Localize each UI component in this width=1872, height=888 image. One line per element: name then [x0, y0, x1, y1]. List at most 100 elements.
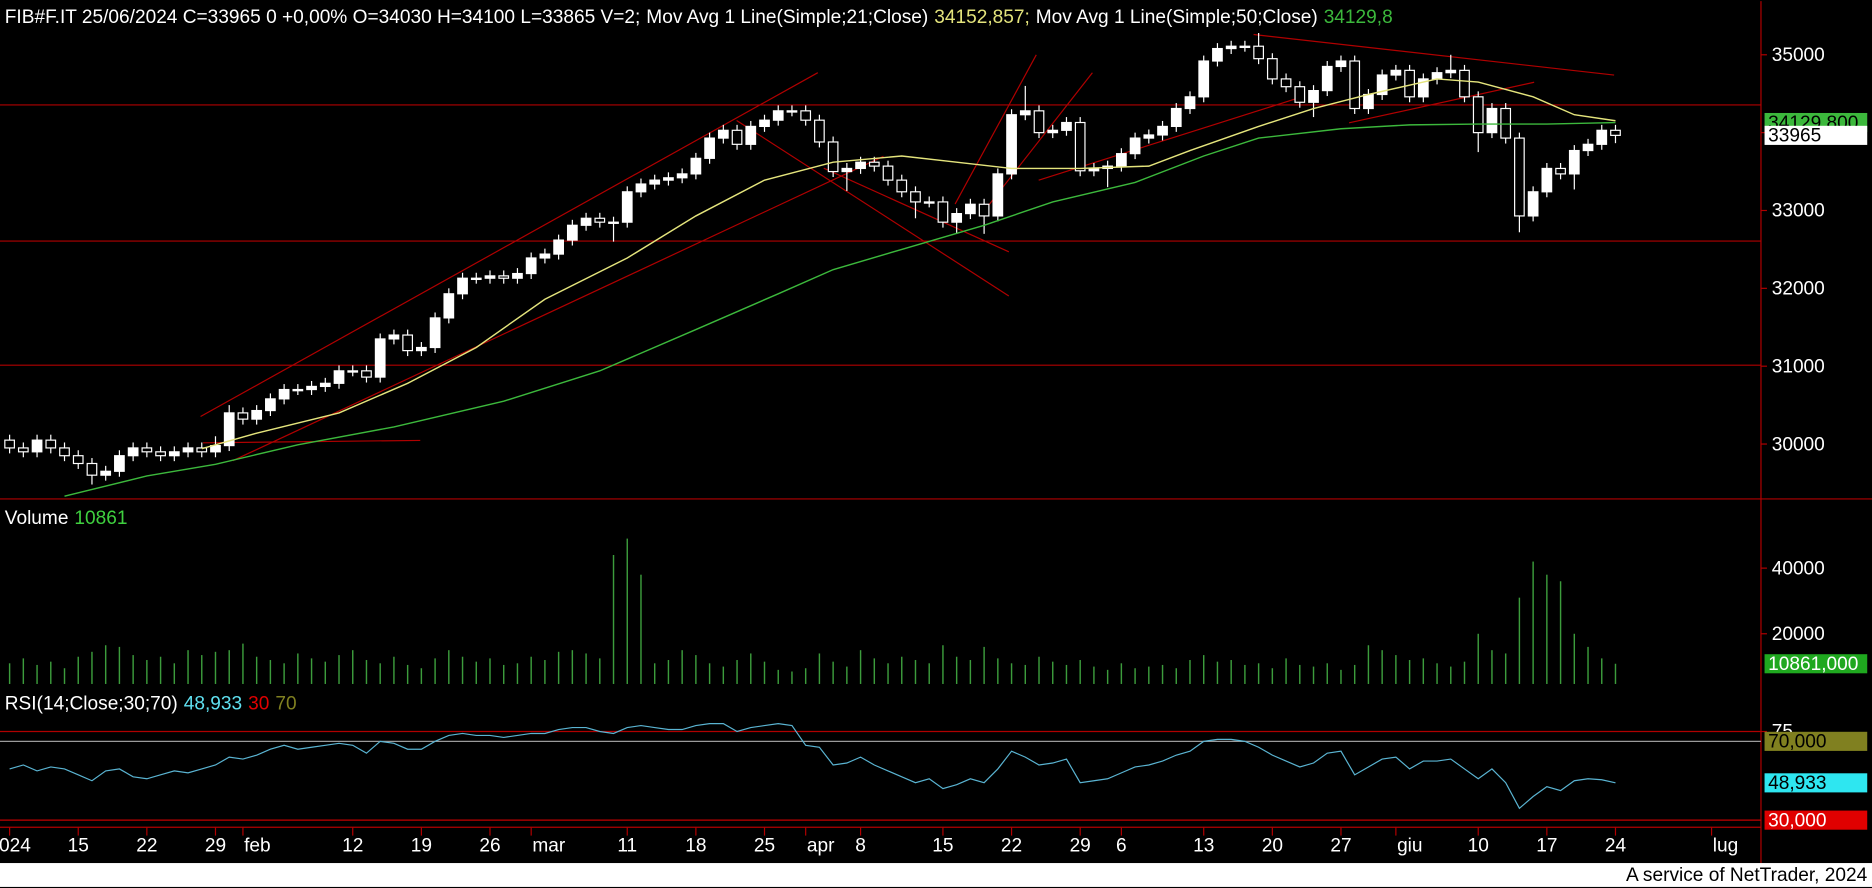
candle-body: [1061, 121, 1072, 131]
volume-bar: [942, 645, 944, 684]
volume-bar: [448, 650, 450, 684]
volume-bar: [173, 663, 176, 684]
volume-bar: [1573, 633, 1576, 684]
volume-bar: [763, 661, 766, 684]
candle-body: [772, 110, 784, 121]
candle-body: [306, 385, 317, 391]
candle-body: [4, 439, 15, 449]
candle-body: [663, 177, 674, 181]
candle-body: [1541, 167, 1553, 193]
x-tick-label: 26: [479, 835, 500, 856]
candle-body: [896, 179, 908, 193]
candle-body: [1390, 69, 1402, 76]
volume-bar: [242, 643, 244, 684]
candle-body: [1596, 129, 1608, 145]
candle-body: [1459, 69, 1470, 98]
volume-bar: [791, 671, 793, 684]
volume-bar: [228, 650, 230, 684]
x-tick-label: 22: [1001, 835, 1022, 856]
candle-body: [910, 191, 921, 203]
volume-bar: [599, 658, 601, 684]
volume-bar: [1477, 633, 1479, 684]
candle-body: [210, 444, 221, 453]
volume-bar: [1312, 666, 1315, 684]
volume-bar: [708, 663, 711, 684]
volume-bar: [736, 660, 738, 684]
candle-body: [704, 137, 715, 159]
x-tick-label: apr: [807, 835, 835, 856]
candle-body: [498, 275, 510, 279]
x-tick-label: 11: [617, 835, 637, 856]
candle-body: [45, 439, 57, 449]
volume-bar: [310, 658, 313, 684]
candle-body: [484, 275, 496, 279]
candle-body: [1115, 153, 1127, 167]
candle-body: [251, 409, 263, 420]
volume-bar: [1353, 664, 1356, 684]
volume-bar: [489, 658, 491, 684]
candle-body: [800, 110, 812, 121]
candle-body: [841, 167, 853, 173]
volume-bar: [1010, 663, 1013, 684]
volume-bar: [503, 664, 505, 684]
volume-bar: [1038, 656, 1040, 684]
volume-bar: [1189, 660, 1191, 684]
panel-header: Volume 10861: [5, 508, 128, 529]
candle-body: [31, 439, 43, 453]
volume-bar: [1079, 660, 1081, 684]
candle-body: [127, 447, 139, 457]
volume-bar: [1367, 645, 1370, 684]
x-tick-label: 17: [1536, 835, 1557, 856]
volume-bar: [887, 663, 889, 684]
volume-bar: [804, 668, 807, 684]
candle-body: [1404, 69, 1415, 98]
header-part: RSI(14;Close;30;70): [5, 693, 178, 714]
volume-bar: [1587, 646, 1589, 684]
candle-body: [1610, 129, 1621, 136]
candle-body: [470, 277, 482, 281]
volume-bar: [1216, 661, 1219, 684]
volume-bar: [1340, 669, 1342, 684]
candle-body: [59, 447, 70, 457]
volume-bar: [187, 650, 189, 684]
x-tick-label: 6: [1116, 835, 1127, 856]
candle-body: [265, 398, 276, 412]
candle-body: [347, 370, 359, 373]
candle-body: [992, 173, 1004, 217]
y-tick-label: 33000: [1772, 201, 1825, 222]
candle-body: [1349, 60, 1361, 110]
candle-body: [141, 447, 153, 453]
volume-bar: [283, 663, 285, 684]
volume-bar: [914, 660, 917, 684]
candle-body: [1006, 114, 1017, 175]
x-tick-label: 24: [1605, 835, 1627, 856]
candle-body: [923, 201, 935, 204]
volume-bar: [393, 656, 395, 684]
value-box-label: 48,933: [1768, 773, 1826, 794]
volume-bar: [1134, 668, 1136, 684]
x-tick-label: 2024: [0, 835, 31, 856]
volume-bar: [832, 661, 834, 684]
value-box: [1764, 654, 1868, 674]
x-tick-label: 27: [1330, 835, 1351, 856]
volume-bar: [557, 651, 560, 684]
volume-bar: [132, 655, 134, 684]
candle-body: [717, 129, 729, 139]
trend-line: [200, 72, 819, 418]
x-tick-label: lug: [1713, 835, 1738, 856]
candle-body: [1047, 129, 1059, 134]
candle-body: [196, 447, 208, 453]
x-tick-label: feb: [244, 835, 271, 856]
volume-bar: [324, 661, 327, 684]
volume-bar: [955, 656, 958, 684]
volume-bar: [722, 666, 725, 684]
candle-body: [223, 412, 235, 447]
x-tick-label: 10: [1468, 835, 1489, 856]
volume-bar: [1175, 668, 1177, 684]
candle-body: [429, 317, 441, 349]
x-tick-label: 29: [205, 835, 226, 856]
value-box: [1764, 773, 1868, 793]
candle-body: [1253, 45, 1264, 60]
volume-bar: [50, 661, 52, 684]
